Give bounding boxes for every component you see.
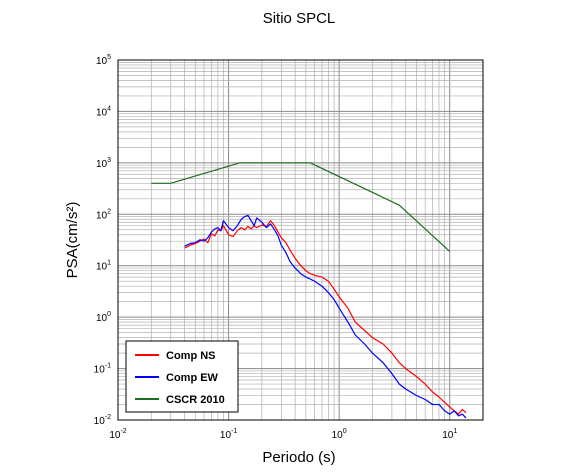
y-tick-label: 10-1 <box>94 363 111 376</box>
x-tick-label: 10-2 <box>109 428 126 441</box>
x-tick-label: 101 <box>442 428 457 441</box>
x-tick-label: 100 <box>332 428 347 441</box>
y-tick-labels: 10-2 10-1 100 101 102 103 104 105 <box>94 54 111 427</box>
y-tick-label: 104 <box>96 105 111 118</box>
legend: Comp NS Comp EW CSCR 2010 <box>125 340 239 413</box>
legend-label-3: CSCR 2010 <box>166 394 225 406</box>
x-tick-label: 10-1 <box>220 428 237 441</box>
chart-title: Sitio SPCL <box>263 10 336 27</box>
x-tick-labels: 10-2 10-1 100 101 <box>109 428 457 441</box>
legend-label-2: Comp EW <box>166 372 219 384</box>
y-tick-label: 100 <box>96 311 111 324</box>
series-layer <box>151 162 467 419</box>
y-tick-label: 103 <box>96 157 111 170</box>
y-tick-label: 101 <box>96 260 111 273</box>
y-tick-label: 102 <box>96 208 111 221</box>
y-tick-label: 105 <box>96 54 111 67</box>
legend-label-1: Comp NS <box>166 350 216 362</box>
grid <box>117 59 484 421</box>
series-line-2 <box>184 214 467 419</box>
plot-frame <box>117 59 484 421</box>
series-line-3 <box>151 162 451 252</box>
y-tick-label: 10-2 <box>94 414 111 427</box>
x-axis-label: Periodo (s) <box>262 449 335 466</box>
y-axis-label: PSA(cm/s²) <box>64 202 81 279</box>
